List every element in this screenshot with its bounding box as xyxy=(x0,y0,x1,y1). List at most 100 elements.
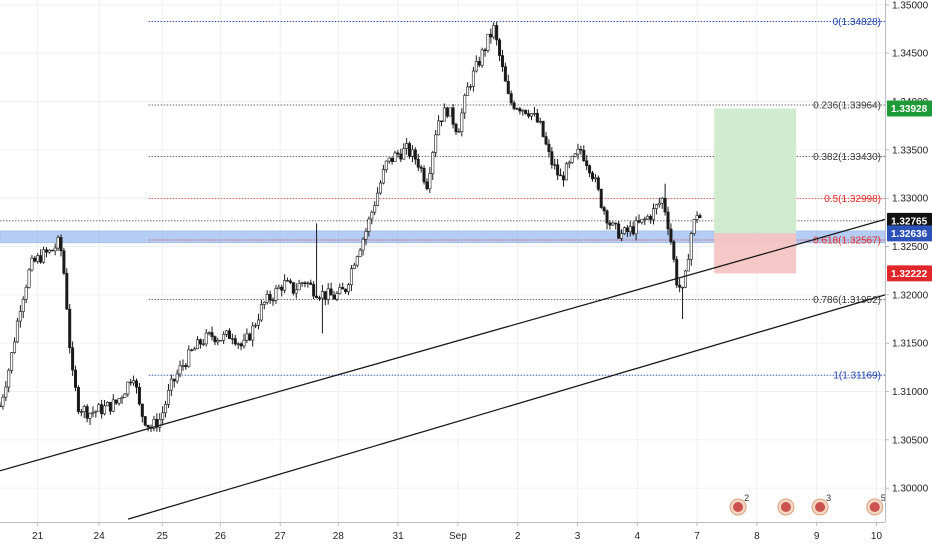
candle-up xyxy=(1,396,5,407)
candle-up xyxy=(387,157,391,162)
candle-up xyxy=(294,289,298,294)
candle-down xyxy=(605,210,609,224)
candle-up xyxy=(4,386,8,398)
candle-up xyxy=(204,332,208,345)
candle-up xyxy=(36,255,40,262)
candle-up xyxy=(466,86,470,96)
candle-up xyxy=(376,192,380,206)
candle-up xyxy=(521,109,525,112)
position-target-zone xyxy=(714,108,797,234)
fib-level-label: 1(1.31169) xyxy=(833,371,881,382)
candle-up xyxy=(283,280,287,291)
candle-up xyxy=(265,294,269,303)
economic-events[interactable]: 2 3 5 xyxy=(729,493,886,516)
candle-down xyxy=(579,148,583,151)
candle-down xyxy=(233,338,237,345)
candle-down xyxy=(155,419,159,428)
candle-up xyxy=(460,112,464,132)
candle-down xyxy=(524,109,528,114)
candle-down xyxy=(561,175,565,181)
trendline xyxy=(127,294,886,520)
candle-up xyxy=(384,160,388,170)
candle-up xyxy=(628,226,632,232)
candle-down xyxy=(582,149,586,162)
candle-down xyxy=(617,223,621,239)
candle-down xyxy=(85,406,89,419)
candle-down xyxy=(413,149,417,160)
candle-up xyxy=(53,247,57,252)
candle-up xyxy=(657,202,661,206)
candle-down xyxy=(454,123,458,133)
candle-down xyxy=(518,108,522,112)
candle-down xyxy=(137,387,141,405)
candle-down xyxy=(666,211,670,230)
candle-up xyxy=(196,339,200,350)
candle-up xyxy=(381,169,385,184)
candle-down xyxy=(288,280,292,283)
candle-down xyxy=(535,113,539,123)
candle-up xyxy=(297,283,301,291)
candle-up xyxy=(7,369,11,388)
candle-up xyxy=(448,107,452,117)
candle-down xyxy=(239,343,243,347)
candle-down xyxy=(50,249,54,252)
candle-down xyxy=(108,402,112,412)
time-axis[interactable]: 21 24 25 26 27 28 31 Sep 2 3 4 7 8 9 10 xyxy=(0,522,932,550)
fibonacci-retracement[interactable]: 0(1.34828) 0.236(1.33964) 0.382(1.33430) 0.… xyxy=(148,17,885,382)
candle-down xyxy=(280,286,284,291)
candle-down xyxy=(439,120,443,122)
candle-up xyxy=(431,152,435,174)
candle-up xyxy=(27,269,31,288)
candle-down xyxy=(286,280,290,282)
candle-down xyxy=(553,164,557,166)
candle-up xyxy=(567,162,571,165)
candle-up xyxy=(689,233,693,260)
trendline xyxy=(0,218,886,472)
candle-down xyxy=(451,107,455,125)
candle-up xyxy=(30,257,34,271)
candle-up xyxy=(634,220,638,235)
candle-up xyxy=(166,389,170,405)
price-tick-label: 1.33500 xyxy=(892,145,929,156)
trendlines[interactable] xyxy=(0,218,886,520)
candle-down xyxy=(678,284,682,288)
price-tick-label: 1.30500 xyxy=(892,435,929,446)
time-tick-label: 10 xyxy=(871,531,883,542)
candle-down xyxy=(227,330,231,339)
candle-up xyxy=(373,205,377,213)
long-position-box[interactable] xyxy=(714,108,797,274)
candle-down xyxy=(527,113,531,117)
candle-down xyxy=(59,237,63,252)
candle-down xyxy=(312,284,316,297)
candle-up xyxy=(402,148,406,160)
candles xyxy=(0,21,702,433)
candle-down xyxy=(663,197,667,213)
fib-level-label: 0.382(1.33430) xyxy=(813,152,881,163)
price-tag xyxy=(887,265,932,282)
candle-down xyxy=(495,25,499,41)
candle-down xyxy=(0,405,2,408)
candle-up xyxy=(103,405,107,415)
candle-down xyxy=(390,157,394,162)
time-tick-label: 4 xyxy=(634,531,640,542)
candle-up xyxy=(126,381,130,395)
candle-down xyxy=(585,160,589,167)
candle-up xyxy=(410,149,414,157)
candle-up xyxy=(457,131,461,133)
candle-up xyxy=(91,411,95,414)
time-tick-label: 31 xyxy=(393,531,405,542)
candle-up xyxy=(164,403,168,414)
event-flag-icon-inner xyxy=(780,502,791,512)
candle-up xyxy=(686,259,690,272)
candle-down xyxy=(44,249,48,253)
candle-up xyxy=(683,270,687,288)
candle-up xyxy=(370,211,374,220)
price-tags: 1.33928 1.32765 1.32636 1.32222 xyxy=(887,100,932,282)
candle-up xyxy=(367,218,371,232)
candle-up xyxy=(428,173,432,190)
candle-down xyxy=(65,272,69,310)
candle-up xyxy=(364,231,368,240)
candle-down xyxy=(422,168,426,183)
candle-up xyxy=(105,402,109,407)
